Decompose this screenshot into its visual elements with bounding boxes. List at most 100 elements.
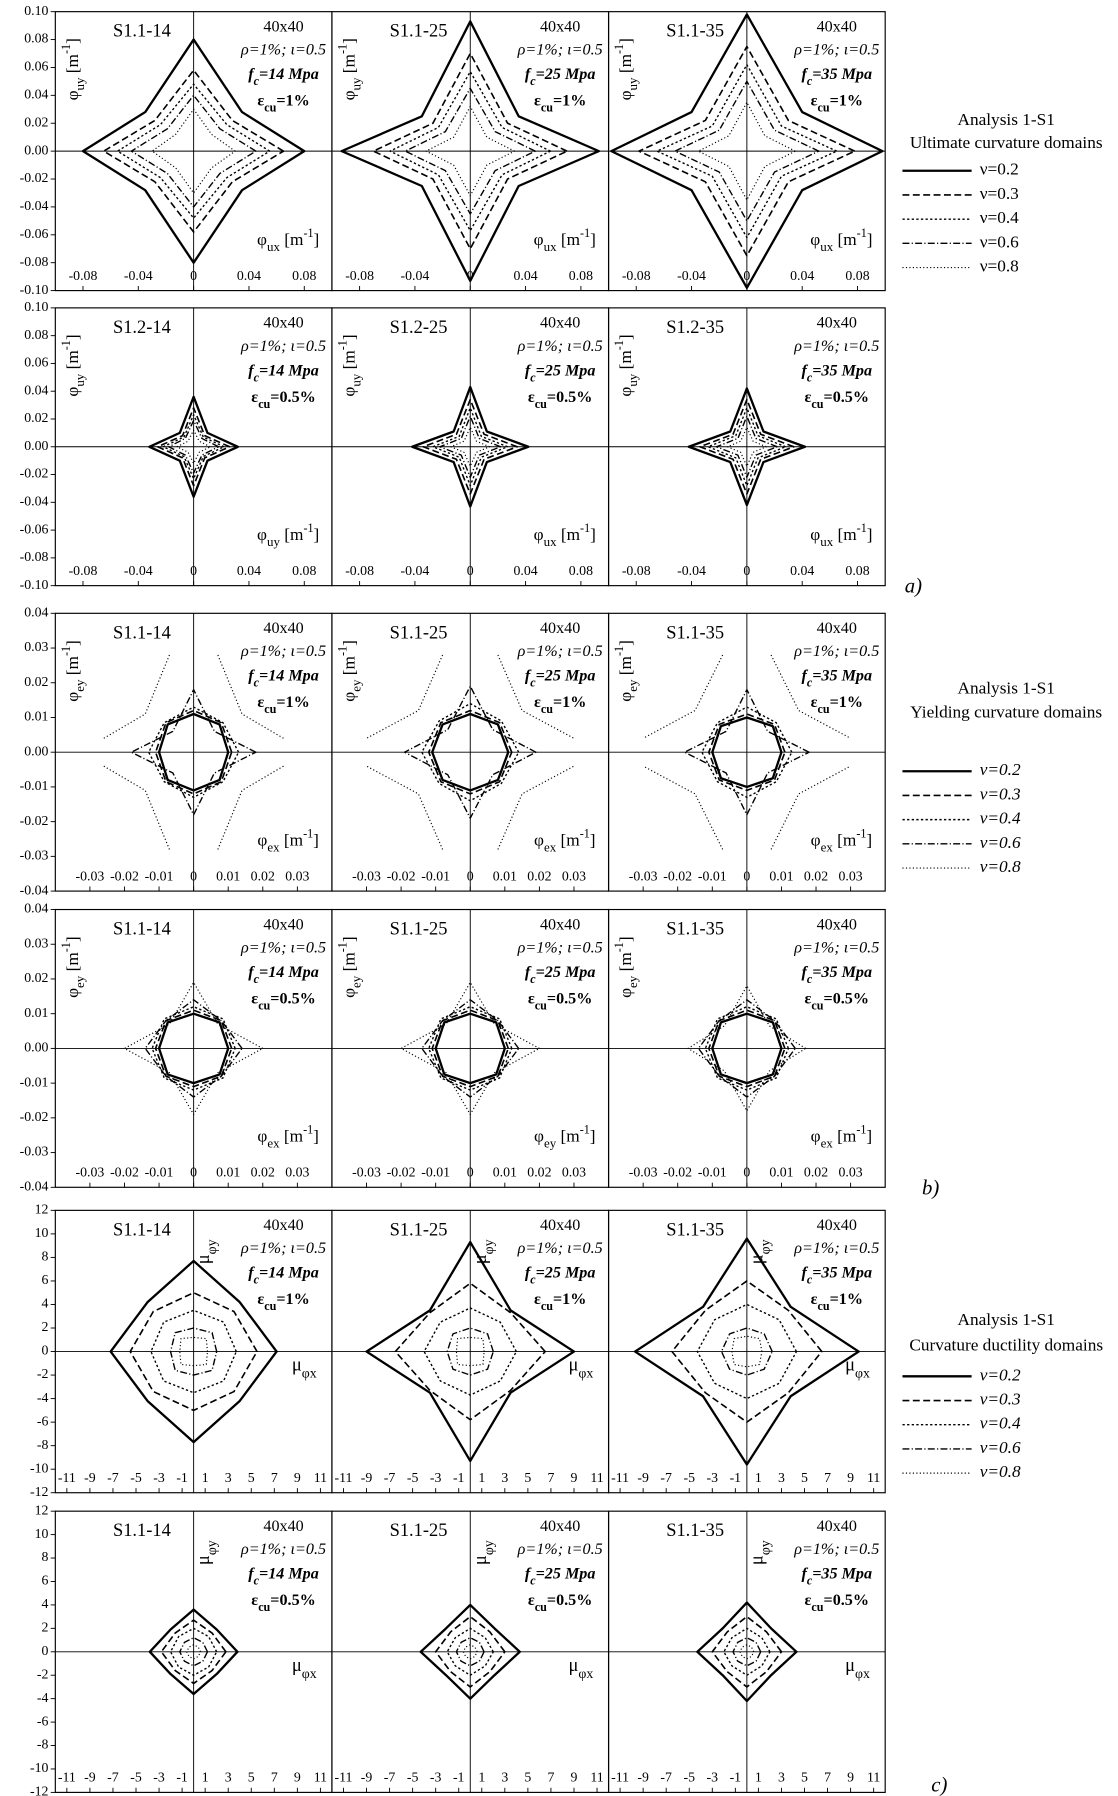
- annotation-part: =1%: [553, 1291, 586, 1308]
- curve: [674, 80, 820, 222]
- y-axis-label: φuy [m-1]: [612, 334, 641, 396]
- series-group: [340, 20, 601, 282]
- x-tick-label: 9: [847, 1470, 854, 1485]
- y-axis-label-part: ]: [63, 38, 82, 44]
- x-axis-label-part: μ: [845, 1355, 855, 1375]
- curve: [340, 20, 601, 282]
- x-axis-label-part: -1: [303, 826, 313, 840]
- x-tick-label: 0: [467, 1165, 474, 1180]
- x-tick-label: 0.02: [251, 868, 275, 883]
- x-axis-label-part: ]: [314, 230, 320, 249]
- annotation: fc=25 Mpa: [525, 964, 596, 986]
- x-axis-label-part: [m: [833, 230, 857, 249]
- annotation: fc=25 Mpa: [525, 1264, 596, 1286]
- x-axis-label-part: φ: [257, 1127, 267, 1146]
- x-axis-label: φux [m-1]: [810, 521, 872, 550]
- x-axis-label: φux [m-1]: [810, 226, 872, 255]
- y-tick-label: 0.02: [24, 674, 48, 689]
- curve: [711, 1615, 783, 1688]
- curve: [425, 105, 516, 197]
- x-tick-label: 0.03: [839, 868, 863, 883]
- x-axis-label-part: ux: [267, 239, 280, 254]
- annotation: εcu=1%: [534, 694, 586, 716]
- annotation: fc=35 Mpa: [801, 1565, 872, 1587]
- y-tick-label: -8: [37, 1437, 49, 1452]
- x-axis-label-part: φx: [578, 1665, 593, 1680]
- legend-label: ν=0.3: [980, 184, 1019, 203]
- x-axis-label-part: φ: [534, 525, 544, 544]
- y-axis-label: φey [m-1]: [59, 936, 88, 998]
- x-tick-label: -3: [707, 1470, 719, 1485]
- x-tick-label: -0.01: [145, 868, 174, 883]
- annotation: 40x40: [263, 620, 303, 637]
- x-tick-label: -9: [361, 1470, 373, 1485]
- annotation-part: ε: [811, 694, 818, 711]
- x-tick-label: 9: [571, 1770, 578, 1785]
- y-axis-label-part: ey: [625, 975, 640, 988]
- y-axis-label-part: φy: [480, 1540, 495, 1555]
- annotation: εcu=1%: [257, 1291, 309, 1313]
- annotation-part: c: [807, 1573, 813, 1587]
- x-tick-label: -0.03: [629, 868, 658, 883]
- curve: [732, 1637, 762, 1667]
- annotation: fc=35 Mpa: [801, 667, 872, 689]
- annotation-part: ε: [534, 1291, 541, 1308]
- x-axis-label-part: ey: [544, 1136, 557, 1151]
- legend-title: Analysis 1-S1: [958, 110, 1055, 129]
- annotation: ρ=1%; ι=0.5: [793, 42, 879, 59]
- annotation: εcu=0.5%: [805, 990, 869, 1012]
- y-axis-label-part: uy: [72, 373, 87, 386]
- x-tick-label: 1: [202, 1470, 209, 1485]
- curve: [411, 385, 530, 508]
- x-tick-label: -1: [453, 1470, 465, 1485]
- annotation-part: =25 Mpa: [536, 66, 596, 83]
- y-axis-label-part: μ: [193, 1555, 213, 1565]
- x-tick-label: -9: [84, 1770, 96, 1785]
- x-tick-label: 0.04: [790, 563, 814, 578]
- y-axis-label-part: [m: [63, 655, 82, 679]
- x-tick-label: 11: [314, 1470, 327, 1485]
- x-tick-label: -1: [176, 1470, 188, 1485]
- x-axis-label-part: φx: [302, 1665, 317, 1680]
- curve: [671, 1280, 823, 1423]
- x-tick-label: -0.08: [345, 563, 374, 578]
- y-axis-label-part: φy: [204, 1239, 219, 1254]
- y-axis-label-part: uy: [349, 77, 364, 90]
- y-axis-label-part: ]: [63, 640, 82, 646]
- x-tick-label: -3: [153, 1770, 165, 1785]
- curve: [462, 1644, 478, 1660]
- annotation-part: =14 Mpa: [259, 667, 319, 684]
- curve: [403, 685, 537, 819]
- curve: [455, 1637, 485, 1667]
- y-tick-label: -0.02: [20, 170, 49, 185]
- annotation-part: =0.5%: [824, 388, 869, 405]
- annotation-part: =0.5%: [270, 1592, 315, 1609]
- x-tick-label: 0.02: [804, 868, 828, 883]
- x-axis-label-part: μ: [845, 1655, 855, 1675]
- x-tick-label: 7: [824, 1770, 831, 1785]
- y-tick-label: 2: [41, 1319, 48, 1334]
- legend-label: ν=0.2: [980, 760, 1021, 779]
- y-tick-label: -0.10: [20, 282, 49, 297]
- y-tick-label: -0.02: [20, 466, 49, 481]
- x-tick-label: 0: [743, 1165, 750, 1180]
- panel-title: S1.1-14: [113, 919, 171, 939]
- legend-title: Yielding curvature domains: [910, 703, 1102, 722]
- y-tick-label: -0.02: [20, 1109, 49, 1124]
- y-axis-label: φey [m-1]: [59, 640, 88, 702]
- panel-title: S1.1-25: [390, 919, 448, 939]
- curve: [434, 1615, 506, 1688]
- y-tick-label: 12: [35, 1502, 49, 1517]
- y-axis-label: φey [m-1]: [612, 936, 641, 998]
- x-axis-label-part: φ: [257, 230, 267, 249]
- y-axis-label-part: φ: [63, 988, 82, 998]
- annotation-part: cu: [817, 100, 829, 114]
- y-axis-label-part: ]: [63, 334, 82, 340]
- part-label: b): [922, 1177, 939, 1199]
- annotation: ρ=1%; ι=0.5: [793, 1541, 879, 1558]
- x-tick-label: -11: [335, 1470, 353, 1485]
- x-axis-label-part: [m: [556, 830, 580, 849]
- y-axis-label-part: uy: [72, 77, 87, 90]
- x-tick-label: 5: [248, 1470, 255, 1485]
- curve: [687, 985, 807, 1112]
